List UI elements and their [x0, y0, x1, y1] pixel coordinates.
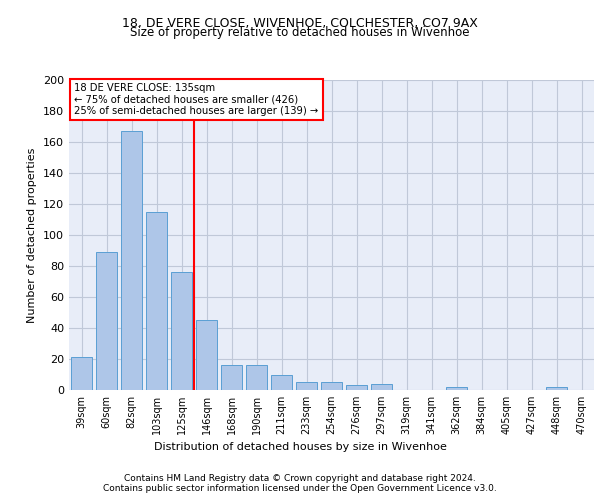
- Bar: [346, 386, 367, 390]
- Text: Size of property relative to detached houses in Wivenhoe: Size of property relative to detached ho…: [130, 26, 470, 39]
- Bar: [171, 272, 192, 390]
- Bar: [371, 384, 392, 390]
- Bar: [271, 374, 292, 390]
- Text: 18 DE VERE CLOSE: 135sqm
← 75% of detached houses are smaller (426)
25% of semi-: 18 DE VERE CLOSE: 135sqm ← 75% of detach…: [74, 83, 319, 116]
- Bar: [321, 382, 342, 390]
- Bar: [196, 320, 217, 390]
- Bar: [96, 252, 117, 390]
- Bar: [71, 358, 92, 390]
- Y-axis label: Number of detached properties: Number of detached properties: [28, 148, 37, 322]
- Bar: [546, 387, 567, 390]
- Text: 18, DE VERE CLOSE, WIVENHOE, COLCHESTER, CO7 9AX: 18, DE VERE CLOSE, WIVENHOE, COLCHESTER,…: [122, 18, 478, 30]
- Text: Contains public sector information licensed under the Open Government Licence v3: Contains public sector information licen…: [103, 484, 497, 493]
- Text: Distribution of detached houses by size in Wivenhoe: Distribution of detached houses by size …: [154, 442, 446, 452]
- Bar: [121, 131, 142, 390]
- Bar: [296, 382, 317, 390]
- Bar: [446, 387, 467, 390]
- Bar: [146, 212, 167, 390]
- Text: Contains HM Land Registry data © Crown copyright and database right 2024.: Contains HM Land Registry data © Crown c…: [124, 474, 476, 483]
- Bar: [221, 365, 242, 390]
- Bar: [246, 365, 267, 390]
